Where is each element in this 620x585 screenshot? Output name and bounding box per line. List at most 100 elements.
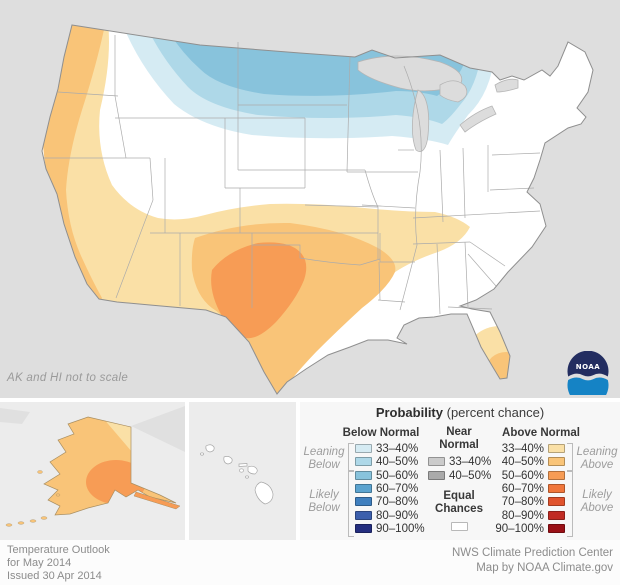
legend-row-below: 50–60% — [355, 470, 475, 482]
island-niihau — [200, 452, 204, 456]
state-borders — [43, 35, 541, 315]
footer-credit: NWS Climate Prediction Center Map by NOA… — [451, 547, 613, 574]
hawaii-islands — [200, 444, 274, 505]
island-kauai — [205, 444, 215, 453]
legend-row-below: 60–70% — [355, 483, 475, 495]
aleutian-islands — [5, 470, 61, 527]
noaa-logo-top — [567, 351, 609, 377]
legend-swatch — [355, 444, 372, 453]
legend-swatch — [355, 511, 372, 520]
legend-row-above: 60–70% — [490, 483, 565, 495]
legend-swatch — [548, 444, 565, 453]
legend-range-label: 33–40% — [376, 443, 419, 455]
island-kahoolawe — [245, 475, 249, 479]
legend-range-label: 50–60% — [376, 470, 419, 482]
alaska-inset — [0, 402, 185, 540]
lake-ontario — [494, 78, 519, 93]
equal-chances-swatch — [451, 522, 468, 531]
legend-swatch — [355, 471, 372, 480]
bracket-leaning-below — [348, 443, 354, 471]
canada-landmass — [131, 406, 185, 452]
legend-swatch — [548, 484, 565, 493]
legend-range-label: 40–50% — [376, 456, 419, 468]
island-maui — [247, 465, 258, 475]
bracket-likely-below — [348, 471, 354, 537]
legend-row-above: 70–80% — [490, 496, 565, 508]
island-lanai — [239, 468, 244, 473]
island-hawaii — [254, 481, 274, 505]
alaska-outline — [43, 416, 177, 516]
legend-row-above: 40–50% — [490, 456, 565, 468]
legend-swatch — [548, 511, 565, 520]
alaska-map — [0, 406, 185, 527]
lake-huron — [439, 80, 468, 103]
lake-erie — [459, 105, 497, 133]
legend-header-below: Below Normal — [342, 427, 420, 439]
legend-swatch — [548, 471, 565, 480]
noaa-logo: NOAA — [567, 351, 609, 395]
legend-swatch — [548, 497, 565, 506]
island-molokai — [238, 463, 248, 467]
legend-row-below: 70–80% — [355, 496, 475, 508]
likely-below-label: Likely Below — [308, 489, 340, 514]
alaska-50-60 — [86, 460, 146, 504]
legend-range-label: 60–70% — [501, 483, 544, 495]
footer: Temperature Outlook for May 2014 Issued … — [0, 540, 620, 585]
legend-swatch — [355, 497, 372, 506]
legend-range-label: 33–40% — [449, 456, 492, 468]
island-oahu — [223, 455, 233, 465]
legend-range-label: 33–40% — [501, 443, 544, 455]
equal-chances-label: Equal Chances — [435, 490, 483, 515]
legend-header-near: Near Normal — [439, 426, 479, 451]
legend-row-below: 33–40% — [355, 443, 475, 455]
legend-row-below: 80–90% — [355, 510, 475, 522]
alaska-panhandle-islands — [133, 491, 181, 510]
bottom-strip: Probability (percent chance) Below Norma… — [0, 398, 620, 540]
noaa-logo-wave — [567, 377, 609, 395]
noaa-logo-text: NOAA — [576, 363, 601, 371]
conus-map — [0, 0, 620, 398]
legend-row-below: 90–100% — [355, 523, 475, 535]
legend-row-above: 50–60% — [490, 470, 565, 482]
legend-range-label: 40–50% — [449, 470, 492, 482]
hawaii-inset — [189, 402, 296, 540]
legend-swatch — [548, 524, 565, 533]
us-outline — [41, 24, 594, 395]
legend-swatch — [428, 471, 445, 480]
probability-legend: Probability (percent chance) Below Norma… — [300, 402, 620, 540]
legend-header-above: Above Normal — [502, 427, 580, 439]
legend-range-label: 50–60% — [501, 470, 544, 482]
bracket-likely-above — [567, 471, 573, 537]
legend-title: Probability (percent chance) — [375, 405, 545, 420]
legend-row-above: 90–100% — [490, 523, 565, 535]
legend-row-near: 33–40% — [428, 456, 518, 468]
leaning-above-label: Leaning Above — [576, 446, 618, 471]
russia-landmass — [0, 408, 30, 424]
legend-row-below: 40–50% — [355, 456, 475, 468]
legend-range-label: 90–100% — [495, 523, 544, 535]
legend-range-label: 90–100% — [376, 523, 425, 535]
legend-swatch — [548, 457, 565, 466]
alaska-33-40 — [103, 418, 132, 452]
legend-row-near: 40–50% — [428, 470, 518, 482]
legend-row-above: 80–90% — [490, 510, 565, 522]
legend-swatch — [428, 457, 445, 466]
bracket-leaning-above — [567, 443, 573, 471]
hawaii-map — [200, 444, 274, 505]
legend-swatch — [355, 457, 372, 466]
legend-range-label: 70–80% — [501, 496, 544, 508]
footer-title: Temperature Outlook for May 2014 Issued … — [7, 544, 110, 582]
legend-range-label: 70–80% — [376, 496, 419, 508]
legend-range-label: 60–70% — [376, 483, 419, 495]
legend-swatch — [355, 524, 372, 533]
region-above-50-60 — [211, 242, 307, 339]
legend-range-label: 40–50% — [501, 456, 544, 468]
great-lakes — [357, 55, 519, 152]
leaning-below-label: Leaning Below — [303, 446, 345, 471]
likely-above-label: Likely Above — [580, 489, 614, 514]
legend-swatch — [355, 484, 372, 493]
legend-row-above: 33–40% — [490, 443, 565, 455]
legend-range-label: 80–90% — [376, 510, 419, 522]
scale-note: AK and HI not to scale — [7, 372, 129, 384]
